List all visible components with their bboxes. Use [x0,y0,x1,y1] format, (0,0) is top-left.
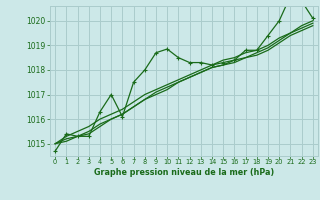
X-axis label: Graphe pression niveau de la mer (hPa): Graphe pression niveau de la mer (hPa) [94,168,274,177]
